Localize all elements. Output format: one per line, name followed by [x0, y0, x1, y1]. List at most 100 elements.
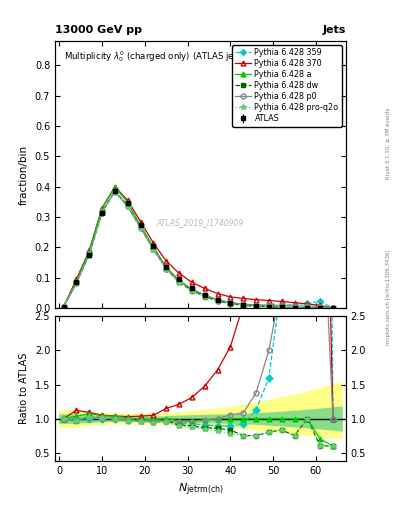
Pythia 6.428 p0 [318, 304, 323, 310]
Pythia 6.428 370 [74, 276, 79, 283]
Pythia 6.428 dw [189, 287, 194, 293]
Pythia 6.428 a [189, 286, 194, 292]
Pythia 6.428 p0 [87, 251, 92, 257]
Pythia 6.428 a [100, 205, 105, 211]
Pythia 6.428 359 [87, 252, 92, 258]
Pythia 6.428 359 [331, 305, 335, 311]
Pythia 6.428 pro-q2o [177, 280, 182, 286]
Pythia 6.428 359 [228, 300, 233, 306]
Pythia 6.428 pro-q2o [151, 246, 156, 252]
Pythia 6.428 a [228, 300, 233, 306]
Pythia 6.428 359 [279, 303, 284, 309]
Pythia 6.428 359 [318, 298, 323, 305]
Pythia 6.428 p0 [331, 305, 335, 311]
X-axis label: $N_{\rm jetrm(ch)}$: $N_{\rm jetrm(ch)}$ [178, 481, 223, 498]
Pythia 6.428 a [266, 304, 271, 310]
Pythia 6.428 370 [151, 240, 156, 246]
Pythia 6.428 370 [138, 219, 143, 225]
Pythia 6.428 359 [202, 293, 207, 299]
Pythia 6.428 p0 [241, 301, 246, 307]
Pythia 6.428 359 [189, 287, 194, 293]
Pythia 6.428 359 [112, 188, 117, 195]
Pythia 6.428 p0 [292, 303, 297, 309]
Text: Rivet 3.1.10, ≥ 3M events: Rivet 3.1.10, ≥ 3M events [386, 108, 391, 179]
Pythia 6.428 370 [87, 247, 92, 253]
Pythia 6.428 pro-q2o [215, 298, 220, 304]
Y-axis label: fraction/bin: fraction/bin [19, 144, 29, 205]
Pythia 6.428 a [215, 296, 220, 303]
Pythia 6.428 p0 [100, 209, 105, 215]
Pythia 6.428 pro-q2o [112, 189, 117, 195]
Text: 13000 GeV pp: 13000 GeV pp [55, 25, 142, 35]
Pythia 6.428 370 [228, 294, 233, 300]
Pythia 6.428 359 [125, 202, 130, 208]
Pythia 6.428 dw [292, 305, 297, 311]
Pythia 6.428 359 [61, 304, 66, 310]
Pythia 6.428 359 [253, 303, 258, 309]
Pythia 6.428 pro-q2o [138, 225, 143, 231]
Pythia 6.428 370 [177, 270, 182, 276]
Pythia 6.428 370 [305, 301, 310, 307]
Pythia 6.428 dw [87, 250, 92, 257]
Pythia 6.428 dw [253, 303, 258, 309]
Pythia 6.428 a [112, 184, 117, 190]
Pythia 6.428 p0 [177, 278, 182, 284]
Text: mcplots.cern.ch [arXiv:1306.3436]: mcplots.cern.ch [arXiv:1306.3436] [386, 249, 391, 345]
Pythia 6.428 pro-q2o [74, 280, 79, 286]
Pythia 6.428 370 [125, 197, 130, 203]
Pythia 6.428 p0 [305, 303, 310, 309]
Pythia 6.428 359 [292, 302, 297, 308]
Line: Pythia 6.428 a: Pythia 6.428 a [61, 185, 336, 310]
Pythia 6.428 a [87, 248, 92, 254]
Pythia 6.428 pro-q2o [253, 303, 258, 309]
Pythia 6.428 pro-q2o [125, 204, 130, 210]
Line: Pythia 6.428 pro-q2o: Pythia 6.428 pro-q2o [61, 189, 336, 311]
Pythia 6.428 359 [100, 209, 105, 216]
Pythia 6.428 a [292, 305, 297, 311]
Text: Jets: Jets [323, 25, 346, 35]
Pythia 6.428 dw [100, 208, 105, 215]
Pythia 6.428 pro-q2o [266, 304, 271, 310]
Pythia 6.428 p0 [202, 292, 207, 298]
Pythia 6.428 dw [138, 225, 143, 231]
Pythia 6.428 dw [241, 303, 246, 309]
Pythia 6.428 p0 [112, 188, 117, 195]
Pythia 6.428 p0 [138, 225, 143, 231]
Pythia 6.428 a [177, 277, 182, 283]
Pythia 6.428 dw [331, 305, 335, 311]
Pythia 6.428 359 [241, 302, 246, 308]
Pythia 6.428 dw [151, 246, 156, 252]
Pythia 6.428 dw [228, 301, 233, 307]
Pythia 6.428 359 [138, 224, 143, 230]
Pythia 6.428 370 [266, 297, 271, 304]
Pythia 6.428 dw [305, 305, 310, 311]
Pythia 6.428 pro-q2o [318, 305, 323, 311]
Pythia 6.428 p0 [266, 302, 271, 308]
Pythia 6.428 a [241, 302, 246, 308]
Pythia 6.428 a [331, 305, 335, 311]
Pythia 6.428 pro-q2o [241, 303, 246, 309]
Pythia 6.428 p0 [215, 296, 220, 303]
Pythia 6.428 a [61, 304, 66, 310]
Pythia 6.428 p0 [253, 302, 258, 308]
Pythia 6.428 370 [279, 298, 284, 305]
Pythia 6.428 a [74, 279, 79, 285]
Line: Pythia 6.428 dw: Pythia 6.428 dw [61, 189, 335, 310]
Pythia 6.428 359 [177, 279, 182, 285]
Pythia 6.428 370 [202, 285, 207, 291]
Pythia 6.428 pro-q2o [228, 301, 233, 307]
Pythia 6.428 a [125, 199, 130, 205]
Pythia 6.428 a [202, 292, 207, 298]
Pythia 6.428 370 [189, 279, 194, 285]
Pythia 6.428 dw [266, 304, 271, 310]
Pythia 6.428 pro-q2o [87, 251, 92, 257]
Pythia 6.428 p0 [279, 303, 284, 309]
Pythia 6.428 370 [241, 295, 246, 302]
Pythia 6.428 359 [164, 266, 169, 272]
Pythia 6.428 359 [151, 245, 156, 251]
Pythia 6.428 359 [266, 303, 271, 309]
Pythia 6.428 pro-q2o [331, 305, 335, 311]
Pythia 6.428 a [138, 223, 143, 229]
Legend: Pythia 6.428 359, Pythia 6.428 370, Pythia 6.428 a, Pythia 6.428 dw, Pythia 6.42: Pythia 6.428 359, Pythia 6.428 370, Pyth… [232, 45, 342, 126]
Pythia 6.428 370 [292, 300, 297, 306]
